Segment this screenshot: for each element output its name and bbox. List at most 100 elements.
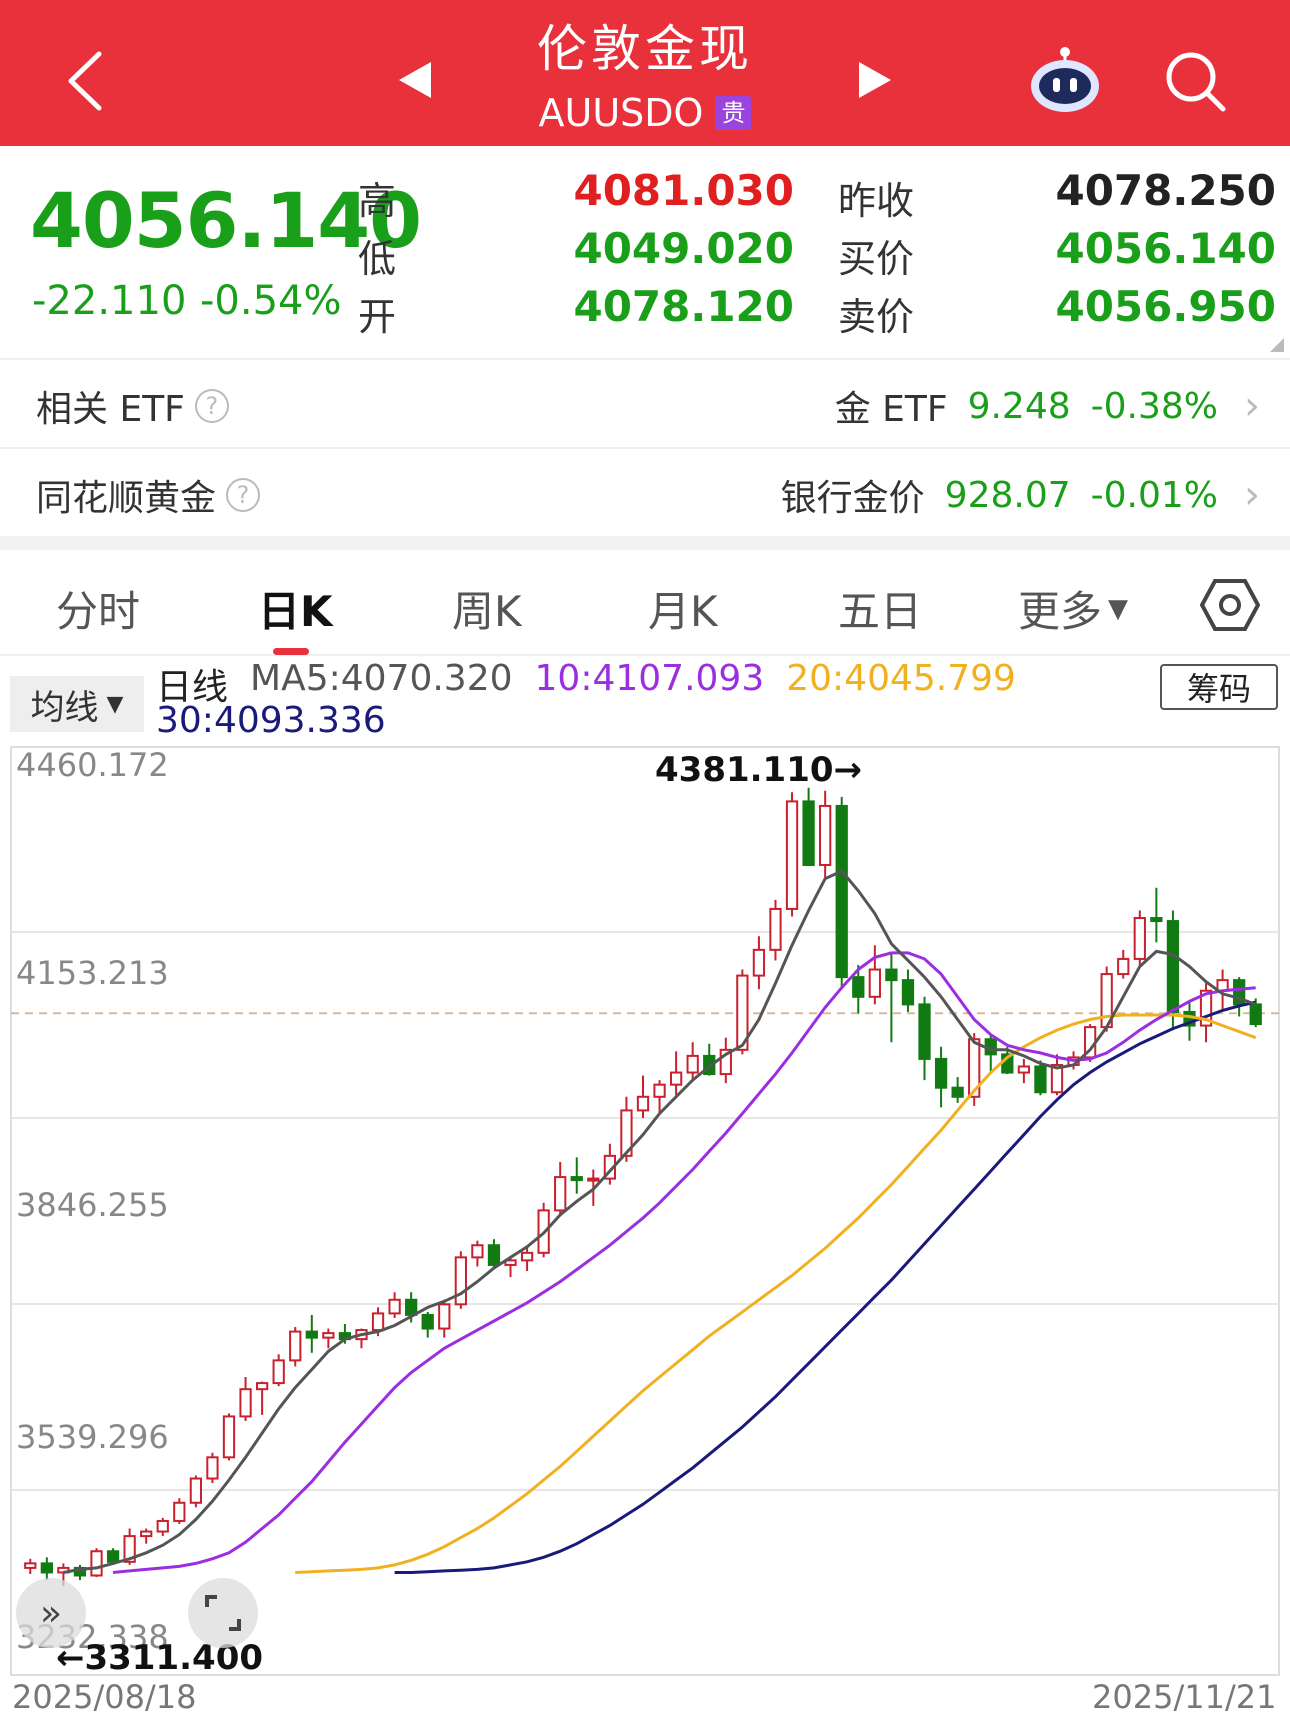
prev-close-value: 4078.250 — [1055, 166, 1276, 215]
assistant-button[interactable] — [1020, 36, 1110, 126]
candle-up — [388, 1298, 401, 1315]
chevron-right-icon: › — [1244, 383, 1260, 429]
bank-gold-price: 928.07 — [944, 474, 1071, 516]
ma-type-select[interactable]: 均线 ▼ — [10, 676, 144, 732]
y-tick-label: 4460.172 — [16, 746, 169, 784]
candle-up — [968, 1038, 981, 1098]
hexagon-settings-icon — [1199, 579, 1261, 631]
candle-up — [189, 1477, 203, 1504]
candle-down — [1150, 917, 1163, 923]
ma-type-label: 均线 — [30, 687, 99, 728]
help-icon[interactable]: ? — [226, 478, 261, 512]
low-label: 低 — [358, 237, 397, 281]
robot-icon — [1031, 47, 1099, 112]
triangle-right-icon — [859, 62, 891, 98]
high-value: 4081.030 — [573, 166, 794, 215]
candle-up — [272, 1359, 285, 1385]
ma30-value: 30:4093.336 — [156, 700, 386, 741]
candle-down — [885, 968, 898, 982]
candle-down — [1249, 1003, 1262, 1026]
y-tick-label: 4153.213 — [16, 954, 169, 992]
active-tab-indicator — [273, 648, 309, 655]
candle-up — [686, 1054, 699, 1074]
candle-down — [106, 1550, 120, 1563]
chart-frame — [10, 746, 1280, 1676]
candle-down — [802, 800, 815, 867]
back-button[interactable] — [40, 36, 130, 126]
candle-up — [239, 1388, 252, 1418]
candle-down — [1034, 1065, 1047, 1094]
candle-down — [305, 1330, 318, 1339]
expand-corner-icon[interactable] — [1270, 338, 1284, 352]
candle-up — [1017, 1065, 1031, 1074]
candle-down — [901, 979, 915, 1006]
bid-label: 买价 — [838, 237, 915, 281]
low-value: 4049.020 — [573, 224, 794, 273]
candle-up — [322, 1332, 335, 1339]
candle-up — [123, 1535, 136, 1563]
next-instrument-button[interactable] — [840, 50, 910, 110]
bid-value: 4056.140 — [1055, 224, 1276, 273]
tab-monthly-k[interactable]: 月K — [648, 587, 718, 636]
candle-down — [570, 1176, 583, 1182]
last-price: 4056.140 — [30, 176, 422, 265]
candle-up — [1117, 957, 1130, 976]
tab-more[interactable]: 更多 ▼ — [1018, 578, 1128, 639]
chevron-right-icon: › — [1244, 472, 1260, 518]
candle-up — [868, 968, 881, 998]
y-tick-label: 3539.296 — [16, 1418, 169, 1456]
tab-five-day[interactable]: 五日 — [838, 587, 923, 636]
ma5-value: MA5:4070.320 — [250, 658, 513, 699]
tab-intraday[interactable]: 分时 — [56, 587, 141, 636]
search-button[interactable] — [1150, 36, 1240, 126]
tab-weekly-k[interactable]: 周K — [452, 587, 522, 636]
candle-up — [289, 1330, 302, 1362]
collapse-panel-button[interactable]: » — [16, 1578, 86, 1648]
chip-distribution-button[interactable]: 筹码 — [1160, 664, 1278, 710]
ask-label: 卖价 — [838, 295, 915, 339]
candle-up — [719, 1048, 732, 1076]
price-change-percent: -0.54% — [200, 278, 342, 324]
ma10-value: 10:4107.093 — [534, 658, 765, 699]
line-type-label: 日线 — [156, 667, 229, 708]
ths-gold-label: 同花顺黄金 — [36, 478, 217, 519]
ask-value: 4056.950 — [1055, 282, 1276, 331]
previous-instrument-button[interactable] — [380, 50, 450, 110]
ths-gold-row[interactable]: 同花顺黄金 ? 银行金价 928.07 -0.01% › — [0, 447, 1290, 535]
chart-settings-button[interactable] — [1199, 575, 1261, 635]
ma5-line — [63, 869, 1257, 1574]
instrument-code: AUUSDO — [538, 91, 704, 135]
price-change: -22.110 — [32, 278, 187, 324]
candle-up — [454, 1256, 467, 1306]
caret-down-icon: ▼ — [1108, 593, 1129, 624]
candle-up — [554, 1176, 567, 1212]
candlestick-chart[interactable] — [10, 746, 1280, 1676]
precious-metal-badge: 贵 — [715, 96, 752, 130]
tab-daily-k[interactable]: 日K — [258, 587, 333, 636]
high-label: 高 — [358, 179, 397, 223]
candle-up — [636, 1095, 650, 1112]
candle-down — [934, 1057, 948, 1089]
help-icon[interactable]: ? — [194, 389, 229, 423]
chevron-left-icon — [68, 51, 102, 111]
candle-up — [255, 1382, 269, 1391]
candle-up — [222, 1415, 236, 1459]
candle-up — [206, 1456, 219, 1480]
candle-down — [487, 1244, 501, 1266]
candle-up — [156, 1519, 169, 1533]
bank-gold-quote: 银行金价 928.07 -0.01% › — [781, 469, 1260, 521]
related-etf-label: 相关 ETF — [36, 389, 185, 430]
related-etf-row[interactable]: 相关 ETF ? 金 ETF 9.248 -0.38% › — [0, 358, 1290, 446]
etf-quote: 金 ETF 9.248 -0.38% › — [835, 380, 1260, 432]
candle-up — [587, 1177, 600, 1182]
instrument-code-row: AUUSDO 贵 — [445, 88, 845, 138]
caret-down-icon: ▼ — [106, 691, 124, 717]
fullscreen-button[interactable] — [188, 1578, 258, 1648]
open-value: 4078.120 — [573, 282, 794, 331]
candle-up — [504, 1259, 517, 1266]
top-bar: 伦敦金现 AUUSDO 贵 — [0, 0, 1290, 146]
candle-up — [653, 1083, 666, 1098]
candle-up — [173, 1501, 186, 1522]
ma30-line — [394, 1000, 1257, 1574]
fullscreen-icon — [205, 1595, 241, 1631]
